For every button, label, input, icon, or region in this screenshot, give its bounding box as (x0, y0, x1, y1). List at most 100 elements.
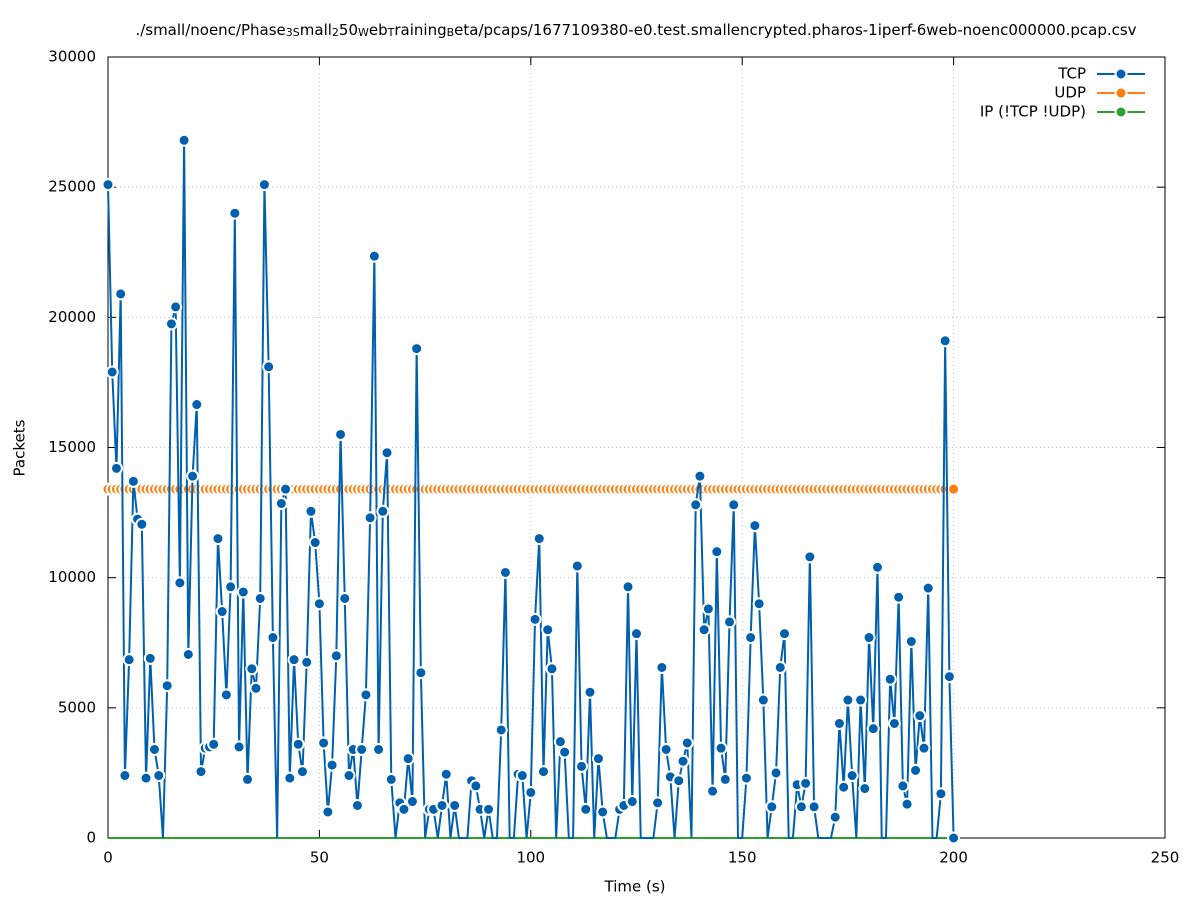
series-point (283, 771, 297, 785)
series-point (756, 693, 770, 707)
series-point (689, 498, 703, 512)
series-point (219, 688, 233, 702)
series-point (773, 660, 787, 674)
series-point (862, 631, 876, 645)
series-point (342, 769, 356, 783)
series-point (139, 771, 153, 785)
series-point (143, 651, 157, 665)
series-point (883, 672, 897, 686)
series-point (558, 745, 572, 759)
series-point (777, 627, 791, 641)
series-point (397, 802, 411, 816)
y-axis-label: Packets (11, 419, 29, 476)
series-point (435, 798, 449, 812)
y-tick-label: 25000 (48, 178, 96, 196)
series-point (215, 605, 229, 619)
series-point (253, 591, 267, 605)
series-point (630, 627, 643, 641)
title-part: raining (394, 21, 446, 39)
series-point (194, 765, 208, 779)
series-point (224, 580, 238, 594)
series-point (207, 737, 221, 751)
series-point (528, 612, 542, 626)
series-point (575, 759, 589, 773)
title-part: eb (369, 21, 388, 39)
legend-label: UDP (1054, 84, 1086, 102)
y-tick-label: 30000 (48, 48, 96, 66)
series-point (312, 597, 326, 611)
title-part: T (387, 26, 395, 39)
title-part: 50 (339, 21, 358, 39)
series-point (723, 615, 737, 629)
series-point (148, 742, 162, 756)
series-point (308, 536, 322, 550)
x-tick-label: 200 (939, 849, 968, 867)
series-point (355, 742, 369, 756)
series-point (680, 736, 694, 750)
series-point (896, 779, 910, 793)
series-point (126, 474, 140, 488)
series-point (693, 469, 707, 483)
series-point (287, 653, 301, 667)
series-point (591, 752, 605, 766)
series-point (245, 662, 259, 676)
x-tick-label: 0 (103, 849, 113, 867)
series-point (917, 741, 931, 755)
series-point (541, 623, 555, 637)
series-point (372, 742, 386, 756)
series-point (545, 662, 559, 676)
series-point (655, 660, 669, 674)
series-point (236, 585, 250, 599)
series-point (334, 427, 348, 441)
series-point (841, 693, 855, 707)
series-point (799, 776, 813, 790)
series-point (837, 780, 851, 794)
series-point (765, 800, 779, 814)
series-point (118, 769, 132, 783)
series-point (524, 785, 538, 799)
series-point (241, 772, 255, 786)
legend-swatch-point (1114, 86, 1128, 100)
series-point (676, 754, 690, 768)
series-point (439, 767, 453, 781)
title-part: 3S (286, 26, 300, 39)
series-point (249, 681, 263, 695)
title-part: ./small/noenc/Phase (135, 21, 285, 39)
series-point (317, 736, 331, 750)
series-point (832, 716, 846, 730)
series-point (152, 769, 166, 783)
series-point (515, 769, 529, 783)
series-point (739, 771, 753, 785)
x-tick-label: 100 (516, 849, 545, 867)
series-point (359, 688, 373, 702)
series-point (279, 482, 293, 496)
series-point (706, 784, 720, 798)
series-point (291, 737, 305, 751)
series-point (401, 752, 415, 766)
legend-swatch-point (1114, 105, 1128, 119)
series-point (135, 517, 149, 531)
y-tick-label: 20000 (48, 308, 96, 326)
series-point (173, 576, 187, 590)
series-point (105, 365, 119, 379)
series-point (942, 670, 956, 684)
series-point (583, 685, 597, 699)
series-point (701, 602, 715, 616)
series-point (579, 802, 593, 816)
series-point (621, 580, 635, 594)
series-point (363, 511, 377, 525)
series-point (727, 498, 741, 512)
series-point (498, 565, 512, 579)
series-point (909, 763, 923, 777)
series-point (714, 741, 728, 755)
title-part: W (358, 26, 369, 39)
series-point (266, 631, 280, 645)
series-point (482, 802, 496, 816)
series-point (186, 469, 200, 483)
series-point (122, 653, 136, 667)
y-tick-label: 15000 (48, 438, 96, 456)
series-point (892, 590, 906, 604)
title-part: 2 (332, 26, 339, 39)
series-point (405, 795, 419, 809)
